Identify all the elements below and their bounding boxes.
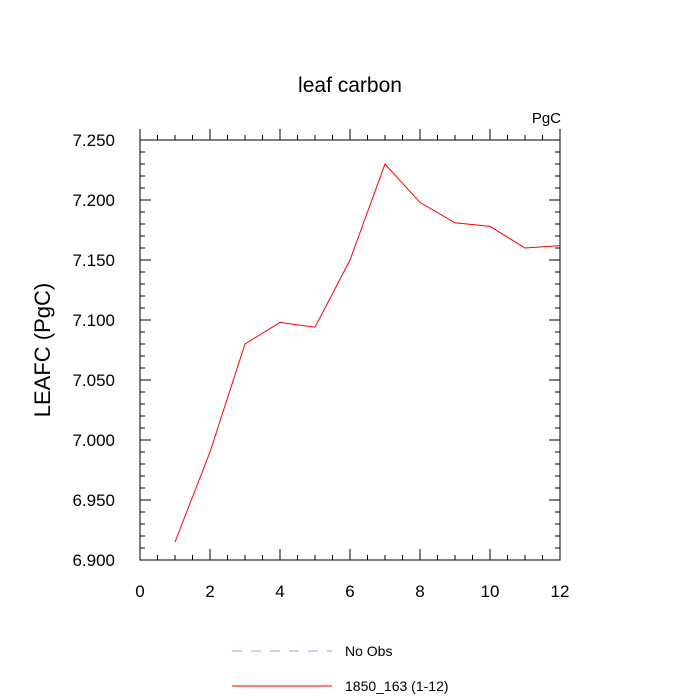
- x-tick-label: 6: [345, 582, 354, 601]
- y-tick-label: 7.050: [72, 371, 115, 390]
- y-tick-label: 6.900: [72, 551, 115, 570]
- axis-ticks: 0 2 4 6 8 10 12 6.900 6.950 7.000 7.050 7.100 7.150 7…: [72, 129, 569, 601]
- y-tick-label: 7.150: [72, 251, 115, 270]
- x-tick-label: 10: [481, 582, 500, 601]
- y-tick-label: 7.000: [72, 431, 115, 450]
- y-axis-label: LEAFC (PgC): [30, 283, 55, 417]
- y-tick-label: 7.100: [72, 311, 115, 330]
- series-line: [174, 163, 561, 543]
- data-lines: [174, 163, 561, 543]
- x-tick-label: 8: [415, 582, 424, 601]
- y-tick-label: 7.200: [72, 191, 115, 210]
- x-tick-label: 0: [135, 582, 144, 601]
- y-tick-label: 6.950: [72, 491, 115, 510]
- plot-frame: [139, 139, 561, 561]
- y-tick-label: 7.250: [72, 131, 115, 150]
- x-tick-label: 2: [205, 582, 214, 601]
- legend-label: No Obs: [345, 643, 392, 659]
- x-tick-label: 4: [275, 582, 284, 601]
- units-label: PgC: [532, 110, 561, 127]
- x-tick-label: 12: [551, 582, 570, 601]
- chart-title: leaf carbon: [298, 74, 402, 97]
- legend-label: 1850_163 (1-12): [345, 678, 449, 694]
- legend: No Obs 1850_163 (1-12): [232, 643, 449, 694]
